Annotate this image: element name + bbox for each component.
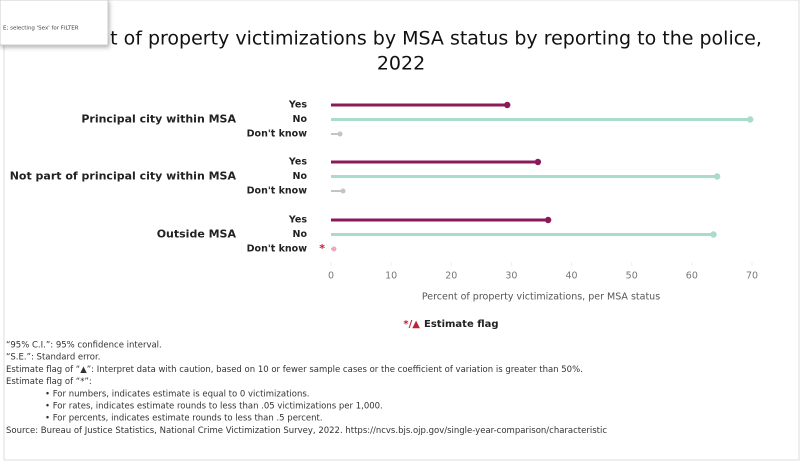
lollipop-dot: [331, 246, 337, 252]
x-axis-label: Percent of property victimizations, per …: [422, 292, 660, 303]
category-label: Not part of principal city within MSA: [10, 170, 237, 183]
estimate-flag: *: [319, 242, 325, 255]
series-label: Don't know: [247, 244, 308, 255]
series-label: Don't know: [247, 129, 308, 140]
x-tick-label: 40: [566, 271, 578, 282]
note: • For rates, indicates estimate rounds t…: [45, 402, 383, 412]
series-label: No: [293, 229, 308, 240]
chart-title: 2022: [377, 53, 425, 75]
note: • For percents, indicates estimate round…: [45, 414, 323, 424]
note: Source: Bureau of Justice Statistics, Na…: [6, 426, 607, 436]
lollipop-dot: [504, 101, 511, 109]
x-tick-label: 50: [626, 271, 638, 282]
category-label: Outside MSA: [157, 228, 237, 241]
lollipop-dot: [713, 173, 721, 180]
series-label: Yes: [288, 157, 307, 168]
x-tick-label: 70: [746, 271, 758, 282]
x-tick-label: 10: [385, 271, 397, 282]
chart-title: nt of property victimizations by MSA sta…: [98, 28, 762, 50]
series-label: No: [293, 171, 308, 182]
lollipop-dot: [340, 188, 346, 194]
series-label: No: [293, 114, 308, 125]
plot: 0 10 20 30 40 50 60 70 Principal city within MSA…: [10, 100, 758, 282]
lollipop-dot: [544, 216, 552, 224]
tooltip-box: [0, 0, 109, 46]
series-label: Yes: [288, 100, 307, 111]
note: Estimate flag of “▲”: Interpret data wit…: [6, 365, 583, 375]
tooltip-text: E; selecting 'Sex' for FILTER: [3, 26, 79, 32]
category-label: Principal city within MSA: [81, 113, 236, 126]
legend-symbol: */▲: [403, 319, 420, 330]
x-tick-label: 20: [445, 271, 457, 282]
lollipop-dot: [534, 158, 542, 166]
series-label: Don't know: [247, 186, 308, 197]
note: • For numbers, indicates estimate is equ…: [45, 389, 310, 399]
notes: “95% C.I.”: 95% confidence interval. “S.E…: [6, 341, 607, 436]
lollipop-dot: [746, 116, 754, 123]
legend-label: Estimate flag: [424, 319, 499, 330]
series-label: Yes: [288, 215, 307, 226]
note: Estimate flag of “*”:: [6, 377, 92, 387]
x-tick-label: 30: [505, 271, 517, 282]
lollipop-dot: [710, 231, 717, 238]
lollipop-dot: [337, 131, 343, 137]
note: “S.E.”: Standard error.: [6, 353, 100, 363]
x-tick-label: 0: [328, 271, 334, 282]
x-tick-label: 60: [686, 271, 698, 282]
note: “95% C.I.”: 95% confidence interval.: [6, 341, 162, 351]
panel: [3, 0, 800, 461]
